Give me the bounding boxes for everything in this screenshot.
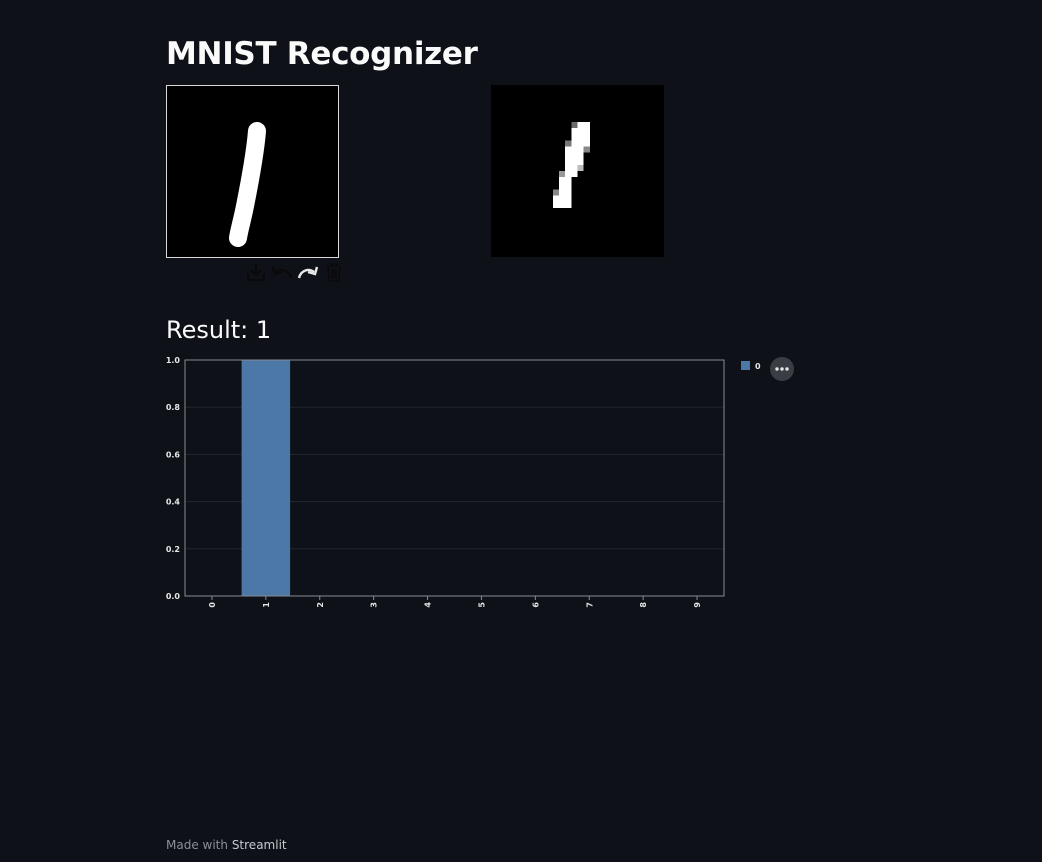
- x-tick-label: 1: [262, 602, 271, 608]
- y-tick-label: 0.6: [166, 450, 181, 459]
- result-value: 1: [255, 316, 272, 344]
- canvas-toolbar: [244, 260, 346, 286]
- y-tick-label: 0.8: [166, 403, 181, 412]
- undo-icon[interactable]: [270, 260, 294, 284]
- x-tick-label: 7: [585, 602, 594, 608]
- x-tick-label: 5: [477, 602, 486, 608]
- menu-dot-icon: [785, 367, 789, 371]
- menu-dot-icon: [780, 367, 784, 371]
- preview-image: [491, 85, 664, 257]
- x-tick-label: 6: [531, 602, 540, 608]
- footer-prefix: Made with: [166, 838, 228, 852]
- legend-label: 0: [755, 362, 761, 371]
- chart-svg: 0.0 0.2 0.4 0.6 0.8 1.0 0 1 2 3 4 5 6 7 8 9 0: [166, 356, 794, 608]
- plot-frame: [184, 359, 725, 597]
- canvas-stroke: [229, 122, 266, 247]
- download-icon[interactable]: [244, 260, 268, 284]
- bar: [241, 360, 291, 596]
- y-tick-label: 0.4: [166, 498, 181, 507]
- trash-icon[interactable]: [322, 260, 346, 284]
- x-tick-label: 8: [639, 602, 648, 608]
- legend-swatch: [741, 361, 750, 370]
- drawing-canvas[interactable]: [166, 85, 339, 258]
- y-tick-label: 0.2: [166, 545, 180, 554]
- preview-digit: [552, 121, 590, 208]
- redo-icon[interactable]: [296, 260, 320, 284]
- result-label: Result:: [166, 316, 249, 344]
- result-text: Result: 1: [166, 314, 271, 346]
- x-tick-label: 4: [424, 602, 433, 608]
- x-tick-label: 9: [693, 602, 702, 608]
- x-tick-label: 2: [316, 602, 325, 608]
- footer-brand-link[interactable]: Streamlit: [231, 838, 287, 852]
- x-tick-label: 3: [370, 602, 379, 608]
- page-title: MNIST Recognizer: [166, 36, 478, 72]
- footer: Made with Streamlit: [166, 838, 287, 852]
- y-tick-label: 1.0: [166, 356, 181, 365]
- y-tick-label: 0.0: [166, 592, 181, 601]
- probability-chart: 0.0 0.2 0.4 0.6 0.8 1.0 0 1 2 3 4 5 6 7 8 9 0: [160, 350, 810, 620]
- x-tick-label: 0: [208, 602, 217, 608]
- menu-dot-icon: [775, 367, 779, 371]
